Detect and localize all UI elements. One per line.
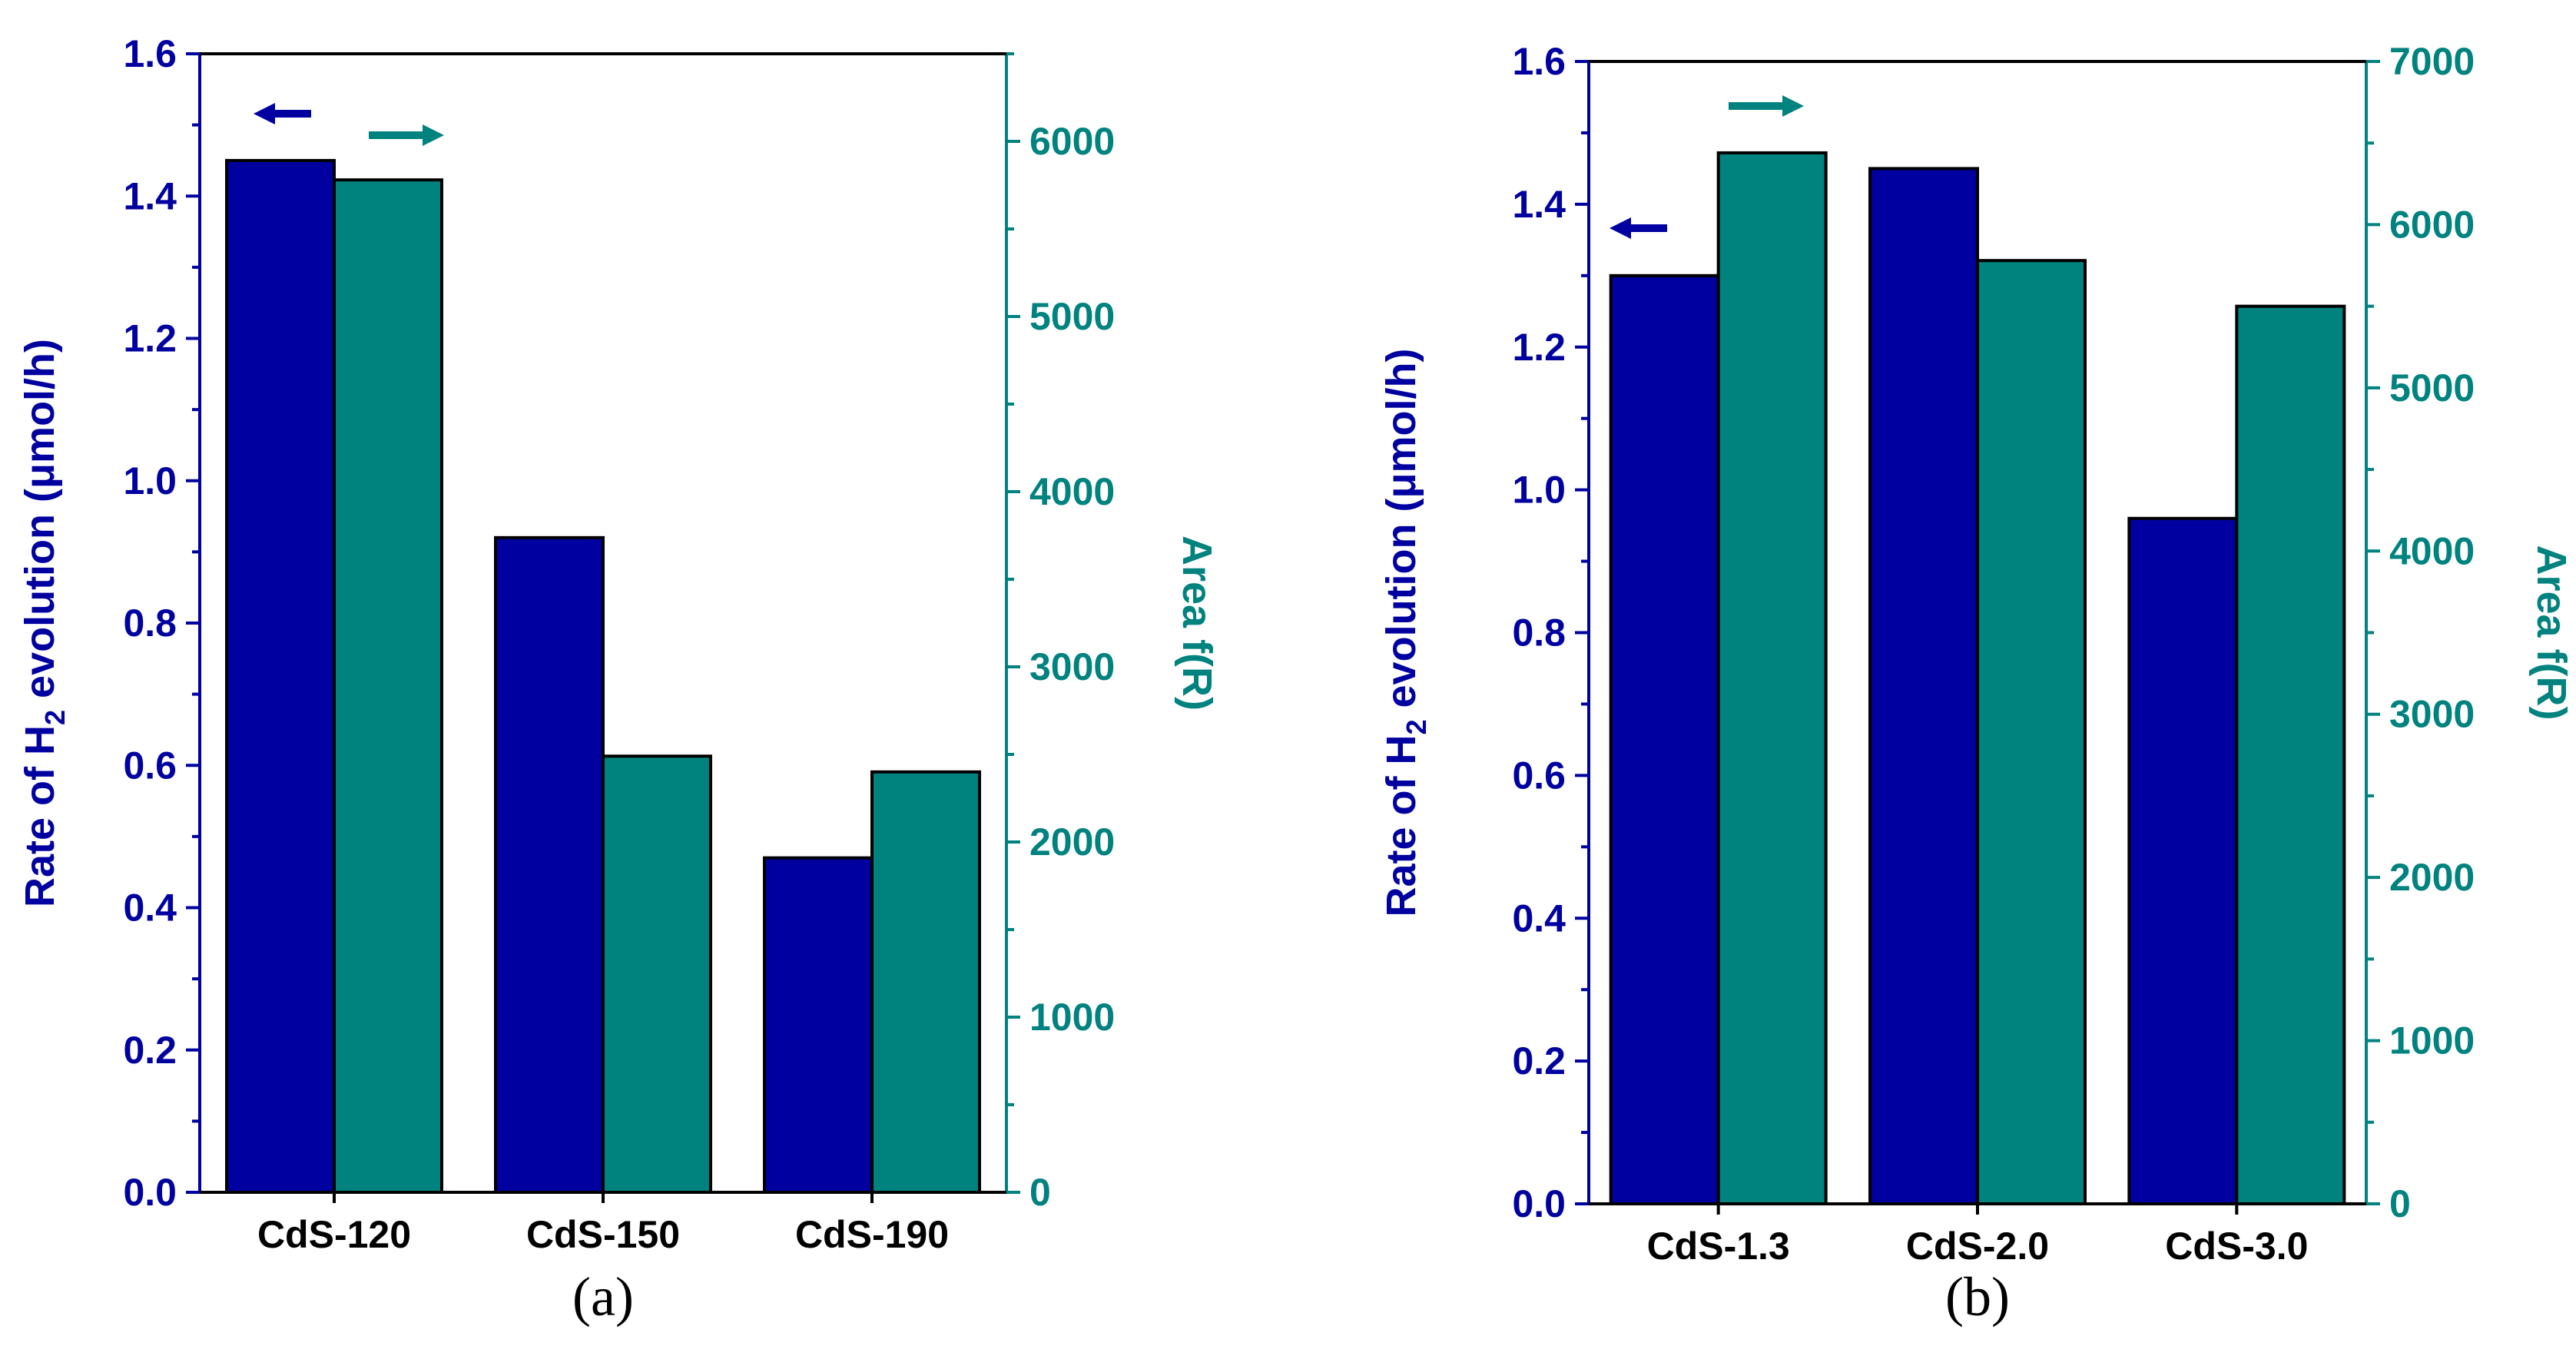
bar-area-CdS-3.0	[2235, 304, 2346, 1206]
bar-area-CdS-1.3	[1716, 151, 1828, 1206]
y-left-tick-label-1.4: 1.4	[1512, 183, 1566, 226]
y-left-tick-label-0.4: 0.4	[1512, 897, 1566, 940]
y-left-title-sub: 2	[39, 710, 71, 725]
bar-rate-CdS-120	[225, 158, 336, 1194]
y-left-title-rest: evolution (μmol/h)	[1378, 348, 1424, 719]
y-left-tick-label-0.8: 0.8	[1512, 612, 1566, 655]
arrow-right-icon	[1782, 95, 1804, 117]
x-tick-label-CdS-2.0: CdS-2.0	[1906, 1225, 2049, 1268]
bar-area-CdS-150	[602, 754, 712, 1194]
y-left-title-sub: 2	[1401, 719, 1432, 734]
panel-label-2: (b)	[1945, 1266, 2010, 1328]
arrow-left-icon	[1610, 217, 1631, 239]
y-left-title-rest: evolution (μmol/h)	[17, 339, 63, 710]
y-right-tick-label-3000: 3000	[1029, 645, 1115, 688]
y-right-tick-label-6000: 6000	[1029, 120, 1115, 163]
x-tick-label-CdS-3.0: CdS-3.0	[2165, 1225, 2308, 1268]
x-tick-label-CdS-120: CdS-120	[257, 1213, 411, 1256]
y-left-tick-label-1.6: 1.6	[1512, 40, 1566, 83]
y-right-tick-label-3000: 3000	[2389, 693, 2475, 736]
y-right-axis-title: Area f(R)	[2528, 545, 2574, 720]
y-right-tick-label-0: 0	[1029, 1171, 1051, 1214]
y-right-tick-label-5000: 5000	[2389, 366, 2475, 409]
y-right-tick-label-4000: 4000	[1029, 470, 1115, 513]
bar-rate-CdS-190	[763, 856, 874, 1194]
y-left-tick-label-0.6: 0.6	[123, 744, 177, 787]
y-left-tick-label-0.0: 0.0	[123, 1171, 177, 1214]
y-left-tick-label-1.0: 1.0	[1512, 469, 1566, 512]
y-right-tick-label-2000: 2000	[2389, 856, 2475, 899]
arrow-left-icon	[254, 103, 275, 124]
y-right-tick-label-1000: 1000	[1029, 996, 1115, 1039]
y-right-axis-title: Area f(R)	[1174, 535, 1220, 711]
x-tick-label-CdS-150: CdS-150	[526, 1213, 680, 1256]
chart-panel-1: CdS-120 CdS-150 CdS-190 0.0 0.2 0.4 0.6 0.8 1.0 1…	[17, 32, 1220, 1328]
bar-rate-CdS-2.0	[1868, 167, 1979, 1205]
y-left-tick-label-0.4: 0.4	[123, 887, 177, 930]
y-right-tick-label-5000: 5000	[1029, 295, 1115, 338]
bar-area-CdS-2.0	[1976, 259, 2087, 1206]
x-tick-label-CdS-190: CdS-190	[795, 1213, 949, 1256]
y-left-tick-label-1.0: 1.0	[123, 459, 177, 502]
y-right-tick-label-7000: 7000	[2389, 40, 2475, 83]
y-right-tick-label-2000: 2000	[1029, 820, 1115, 863]
bar-rate-CdS-150	[494, 535, 605, 1194]
y-right-tick-label-0: 0	[2389, 1182, 2411, 1225]
y-right-tick-label-4000: 4000	[2389, 529, 2475, 572]
y-left-tick-label-0.8: 0.8	[123, 602, 177, 645]
y-right-tick-label-1000: 1000	[2389, 1019, 2475, 1062]
y-left-tick-label-0.2: 0.2	[1512, 1039, 1566, 1082]
y-left-tick-label-1.2: 1.2	[123, 317, 177, 360]
y-left-axis-title: Rate of H2 evolution (μmol/h)	[1378, 348, 1432, 917]
y-left-tick-label-1.2: 1.2	[1512, 326, 1566, 369]
y-left-tick-label-0.2: 0.2	[123, 1029, 177, 1072]
bar-rate-CdS-3.0	[2127, 516, 2239, 1205]
y-left-tick-label-1.6: 1.6	[123, 32, 177, 75]
y-left-title-main: Rate of H	[1378, 735, 1424, 917]
y-left-tick-label-0.6: 0.6	[1512, 754, 1566, 797]
y-left-title-main: Rate of H	[17, 725, 63, 907]
y-right-tick-label-6000: 6000	[2389, 203, 2475, 246]
y-left-tick-label-0.0: 0.0	[1512, 1182, 1566, 1225]
y-left-axis-title: Rate of H2 evolution (μmol/h)	[17, 339, 71, 907]
chart-panel-2: CdS-1.3 CdS-2.0 CdS-3.0 0.0 0.2 0.4 0.6 0.8 1.0 1…	[1378, 40, 2574, 1328]
y-left-tick-label-1.4: 1.4	[123, 174, 177, 217]
panel-label-1: (a)	[572, 1266, 634, 1328]
bar-area-CdS-190	[870, 770, 981, 1194]
x-tick-label-CdS-1.3: CdS-1.3	[1647, 1225, 1790, 1268]
bar-area-CdS-120	[333, 178, 443, 1194]
arrow-right-icon	[423, 124, 444, 146]
bar-rate-CdS-1.3	[1609, 273, 1720, 1205]
